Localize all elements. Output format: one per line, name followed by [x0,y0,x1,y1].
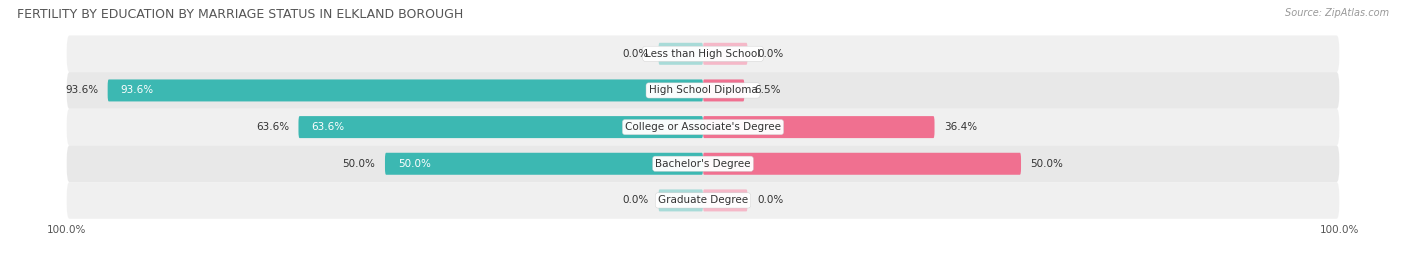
FancyBboxPatch shape [658,43,703,65]
FancyBboxPatch shape [66,72,1340,109]
Text: 0.0%: 0.0% [756,195,783,206]
Text: 50.0%: 50.0% [398,159,430,169]
Text: 50.0%: 50.0% [1031,159,1063,169]
FancyBboxPatch shape [385,153,703,175]
FancyBboxPatch shape [703,153,1021,175]
Text: 6.5%: 6.5% [754,86,780,95]
Text: College or Associate's Degree: College or Associate's Degree [626,122,780,132]
FancyBboxPatch shape [66,36,1340,72]
Text: 50.0%: 50.0% [343,159,375,169]
Text: 0.0%: 0.0% [623,195,650,206]
Text: 0.0%: 0.0% [623,49,650,59]
Text: Less than High School: Less than High School [645,49,761,59]
Text: 0.0%: 0.0% [756,49,783,59]
FancyBboxPatch shape [108,79,703,101]
FancyBboxPatch shape [66,146,1340,182]
FancyBboxPatch shape [66,182,1340,219]
Text: 93.6%: 93.6% [121,86,153,95]
Text: 63.6%: 63.6% [311,122,344,132]
Text: Graduate Degree: Graduate Degree [658,195,748,206]
Text: 63.6%: 63.6% [256,122,288,132]
Text: 36.4%: 36.4% [943,122,977,132]
FancyBboxPatch shape [703,189,748,211]
Text: Bachelor's Degree: Bachelor's Degree [655,159,751,169]
Text: 93.6%: 93.6% [65,86,98,95]
FancyBboxPatch shape [703,43,748,65]
FancyBboxPatch shape [66,109,1340,146]
Text: Source: ZipAtlas.com: Source: ZipAtlas.com [1285,8,1389,18]
FancyBboxPatch shape [658,189,703,211]
Text: High School Diploma: High School Diploma [648,86,758,95]
FancyBboxPatch shape [703,79,744,101]
Text: FERTILITY BY EDUCATION BY MARRIAGE STATUS IN ELKLAND BOROUGH: FERTILITY BY EDUCATION BY MARRIAGE STATU… [17,8,463,21]
FancyBboxPatch shape [298,116,703,138]
FancyBboxPatch shape [703,116,935,138]
